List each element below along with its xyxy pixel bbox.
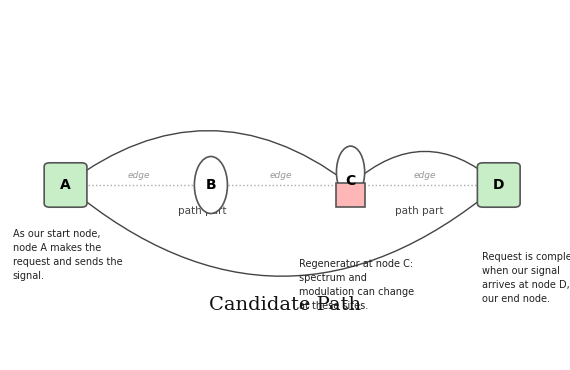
Text: path part: path part bbox=[394, 206, 443, 216]
Text: edge: edge bbox=[270, 171, 292, 180]
FancyBboxPatch shape bbox=[478, 163, 520, 207]
Text: edge: edge bbox=[413, 171, 436, 180]
Ellipse shape bbox=[336, 146, 365, 198]
Ellipse shape bbox=[194, 157, 227, 213]
Text: C: C bbox=[345, 174, 356, 188]
FancyBboxPatch shape bbox=[44, 163, 87, 207]
FancyArrowPatch shape bbox=[353, 151, 495, 183]
FancyArrowPatch shape bbox=[68, 131, 347, 183]
Text: D: D bbox=[493, 178, 504, 192]
Text: Regenerator at node C:
spectrum and
modulation can change
at these sites.: Regenerator at node C: spectrum and modu… bbox=[299, 259, 414, 311]
Text: As our start node,
node A makes the
request and sends the
signal.: As our start node, node A makes the requ… bbox=[13, 229, 122, 282]
Text: Request is complet
when our signal
arrives at node D,
our end node.: Request is complet when our signal arriv… bbox=[482, 252, 570, 304]
Text: Candidate Path: Candidate Path bbox=[209, 296, 361, 314]
Text: A: A bbox=[60, 178, 71, 192]
Text: path part: path part bbox=[178, 206, 227, 216]
Text: edge: edge bbox=[127, 171, 150, 180]
Text: B: B bbox=[206, 178, 216, 192]
FancyArrowPatch shape bbox=[69, 187, 496, 276]
FancyBboxPatch shape bbox=[336, 183, 365, 207]
